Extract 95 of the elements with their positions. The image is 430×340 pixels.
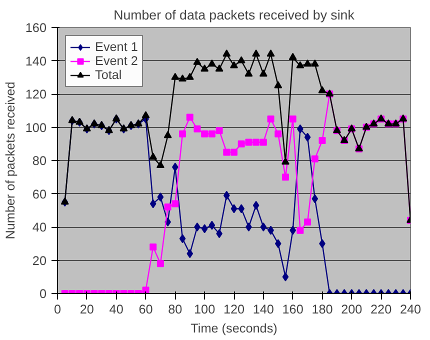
x-axis-title: Time (seconds) <box>190 322 278 336</box>
point <box>208 60 216 67</box>
point <box>274 130 282 138</box>
x-tick-label: 240 <box>400 302 422 316</box>
point <box>164 204 172 211</box>
point <box>288 52 297 60</box>
x-tick-label: 200 <box>341 302 362 316</box>
point <box>246 222 252 232</box>
point <box>201 130 208 138</box>
point <box>149 152 158 160</box>
point <box>142 286 150 294</box>
point <box>311 155 318 162</box>
y-tick-label: 120 <box>25 88 47 102</box>
point <box>259 70 268 77</box>
point <box>252 138 260 146</box>
point <box>223 190 230 200</box>
point <box>304 132 311 142</box>
y-tick-label: 100 <box>25 120 47 135</box>
x-tick-label: 100 <box>194 302 216 316</box>
point <box>237 56 246 64</box>
y-tick-label: 160 <box>25 21 47 35</box>
point <box>215 64 224 72</box>
point <box>296 61 304 68</box>
y-tick-label: 0 <box>39 287 47 301</box>
legend-label: Event 2 <box>95 54 138 68</box>
chart-title: Number of data packets received by sink <box>114 8 355 22</box>
point <box>266 50 275 57</box>
point <box>156 160 164 168</box>
x-tick-label: 180 <box>312 302 333 316</box>
point <box>164 131 172 138</box>
point <box>244 70 253 77</box>
point <box>260 138 267 146</box>
y-tick-label: 80 <box>32 154 46 168</box>
point <box>186 114 194 121</box>
point <box>260 222 267 232</box>
point <box>238 140 245 148</box>
point <box>186 249 194 258</box>
point <box>282 174 289 181</box>
x-tick-label: 40 <box>109 302 124 316</box>
point <box>230 204 238 214</box>
point <box>304 218 312 226</box>
point <box>304 60 312 67</box>
point <box>318 86 326 94</box>
y-tick-label: 140 <box>25 54 47 68</box>
x-tick-label: 120 <box>223 302 245 316</box>
point <box>274 81 282 88</box>
point <box>282 272 289 282</box>
point <box>222 50 231 57</box>
legend-label: Total <box>95 68 122 82</box>
point <box>252 200 260 210</box>
point <box>267 115 274 122</box>
point <box>150 199 156 208</box>
point <box>245 138 252 146</box>
point <box>318 137 326 144</box>
point <box>171 72 180 80</box>
point <box>208 220 216 230</box>
point <box>201 224 208 234</box>
y-axis-title: Number of packets received <box>3 82 18 240</box>
point <box>289 115 296 122</box>
x-tick-label: 0 <box>54 302 62 316</box>
point <box>230 148 238 156</box>
x-tick-label: 20 <box>80 302 94 316</box>
point <box>281 158 290 165</box>
point <box>179 130 186 138</box>
point <box>178 74 187 82</box>
y-tick-label: 20 <box>32 254 46 268</box>
point <box>238 204 245 214</box>
point <box>156 260 164 268</box>
point <box>230 61 238 68</box>
point <box>194 222 200 232</box>
point <box>186 72 194 80</box>
point <box>296 226 304 234</box>
point <box>193 58 202 65</box>
x-tick-label: 80 <box>168 302 182 316</box>
point <box>157 192 164 202</box>
y-tick-label: 60 <box>32 187 46 202</box>
point <box>150 243 157 250</box>
x-tick-label: 160 <box>282 302 304 316</box>
point <box>142 111 150 118</box>
legend-label: Event 1 <box>95 40 138 54</box>
x-tick-label: 60 <box>138 302 153 316</box>
point <box>310 60 319 67</box>
point <box>200 64 209 72</box>
point <box>208 130 216 138</box>
point <box>216 127 223 134</box>
point <box>223 148 230 156</box>
y-tick-label: 40 <box>32 220 46 234</box>
x-tick-label: 140 <box>252 302 274 316</box>
point <box>252 50 260 57</box>
x-tick-label: 220 <box>370 302 392 316</box>
point <box>172 200 179 208</box>
point <box>274 239 282 248</box>
point <box>179 234 186 244</box>
point <box>194 125 201 132</box>
point <box>312 194 318 204</box>
